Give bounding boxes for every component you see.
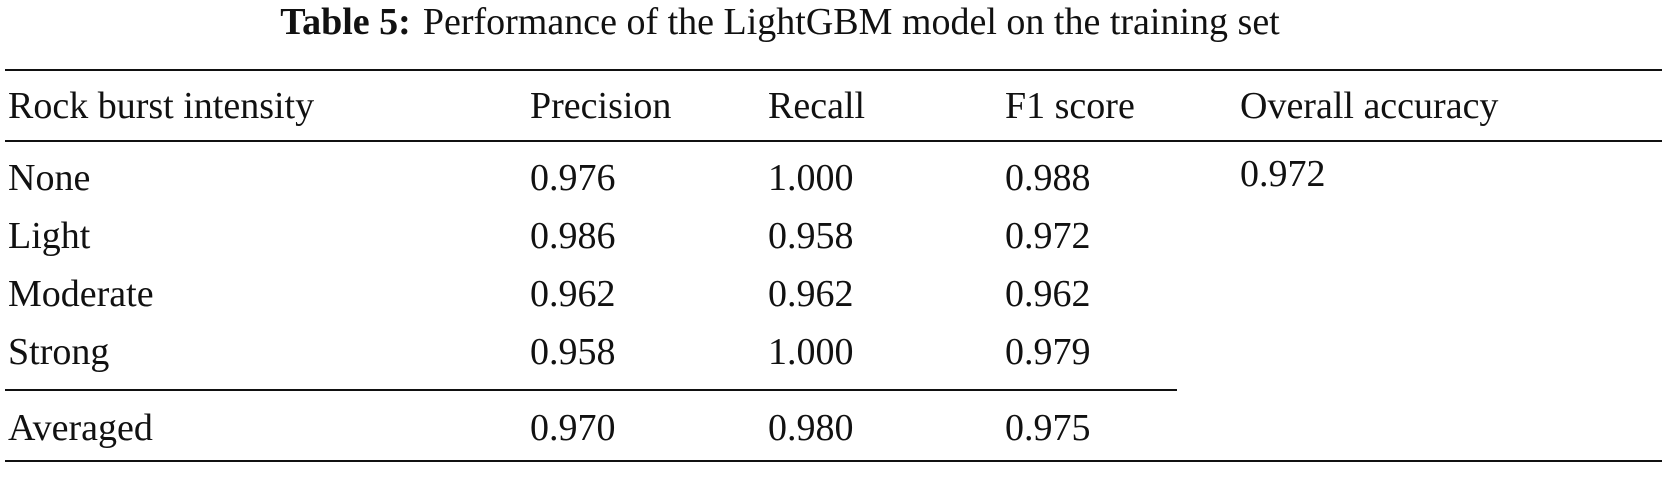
value-cell: 1.000: [768, 157, 854, 199]
header-cell: Overall accuracy: [1240, 85, 1499, 127]
value-cell: 0.962: [768, 273, 854, 315]
header-cell: Rock burst intensity: [8, 85, 315, 127]
value-cell: 0.958: [530, 331, 616, 373]
value-cell: 0.980: [768, 407, 854, 449]
value-cell: 0.979: [1005, 331, 1091, 373]
value-cell: 0.975: [1005, 407, 1091, 449]
top-rule: [5, 69, 1662, 71]
header-rule: [5, 140, 1662, 142]
caption-text: Performance of the LightGBM model on the…: [422, 1, 1280, 43]
caption-label: Table 5:: [280, 1, 411, 43]
value-cell: 1.000: [768, 331, 854, 373]
value-cell: 0.958: [768, 215, 854, 257]
header-cell: Precision: [530, 85, 672, 127]
row-label: Strong: [8, 331, 110, 373]
header-cell: F1 score: [1005, 85, 1135, 127]
value-cell: 0.986: [530, 215, 616, 257]
bottom-rule: [5, 460, 1662, 462]
row-label: Moderate: [8, 273, 154, 315]
value-cell: 0.970: [530, 407, 616, 449]
row-label: None: [8, 157, 91, 199]
value-cell: 0.962: [1005, 273, 1091, 315]
value-cell: 0.988: [1005, 157, 1091, 199]
average-rule: [5, 389, 1177, 391]
row-label: Averaged: [8, 407, 153, 449]
header-cell: Recall: [768, 85, 866, 127]
value-cell: 0.962: [530, 273, 616, 315]
value-cell: 0.976: [530, 157, 616, 199]
row-label: Light: [8, 215, 91, 257]
overall-accuracy: 0.972: [1240, 153, 1326, 195]
value-cell: 0.972: [1005, 215, 1091, 257]
table-caption: Table 5: Performance of the LightGBM mode…: [0, 0, 1560, 44]
